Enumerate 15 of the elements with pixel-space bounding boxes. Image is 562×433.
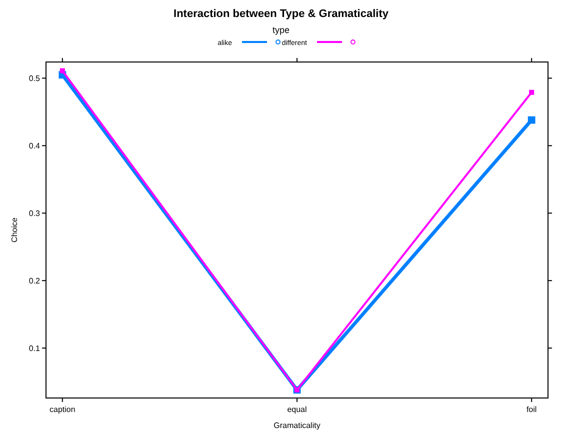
y-tick-label: 0.3 (28, 209, 41, 218)
x-axis-title: Gramaticality (274, 421, 320, 430)
x-tick-label: caption (50, 405, 76, 414)
y-tick-label: 0.1 (28, 344, 41, 354)
x-tick-label: equal (287, 405, 308, 414)
legend-title: type (272, 25, 290, 35)
y-tick-label: 0.2 (28, 276, 41, 286)
chart-title: Interaction between Type & Gramaticality (174, 8, 390, 20)
y-tick-label: 0.4 (28, 142, 41, 151)
point (528, 116, 536, 124)
x-tick-label: foil (526, 405, 537, 414)
point (60, 68, 65, 74)
y-axis-title: Choice (10, 217, 19, 242)
point (529, 90, 534, 95)
y-tick-label: 0.5 (28, 74, 41, 84)
